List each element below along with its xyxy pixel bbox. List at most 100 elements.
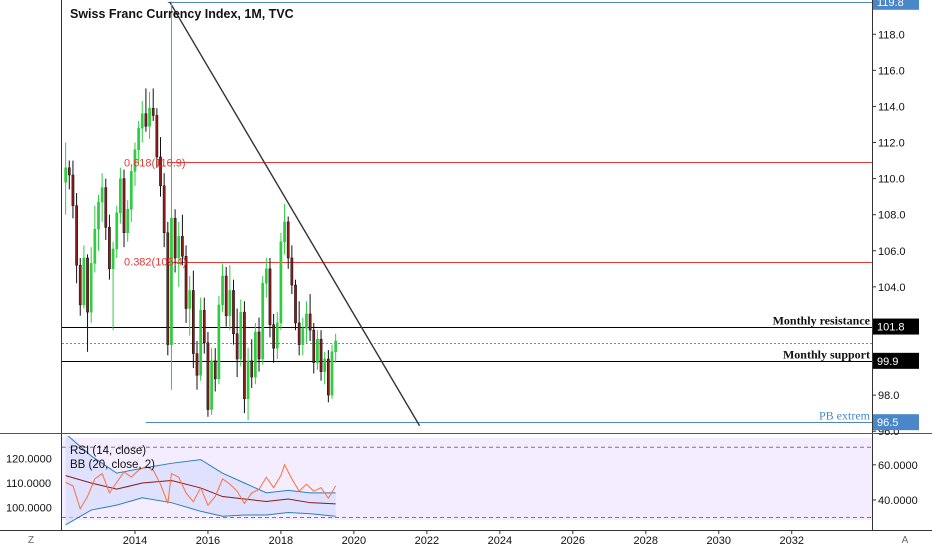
candle-body xyxy=(290,257,294,286)
candle-body xyxy=(301,328,305,345)
candle xyxy=(312,322,316,374)
time-tick-label: 2032 xyxy=(779,535,803,547)
candle xyxy=(71,160,75,219)
candle xyxy=(129,164,133,222)
candle-body xyxy=(144,113,148,127)
candle-body xyxy=(279,241,283,324)
candle-body xyxy=(334,340,337,353)
candle-body xyxy=(188,290,192,309)
candle xyxy=(327,350,330,403)
candle xyxy=(199,297,202,381)
candle-body xyxy=(195,353,199,376)
trend-line xyxy=(169,1,421,427)
candle xyxy=(319,330,323,381)
candle-body xyxy=(275,322,279,349)
price-label-text: 96.5 xyxy=(877,417,898,429)
bb-lower-line xyxy=(65,497,336,526)
candle-body xyxy=(305,313,308,329)
candle xyxy=(264,257,268,298)
time-tick-label: 2014 xyxy=(123,535,147,547)
indicator-left-tick-label: 120.0000 xyxy=(6,453,52,465)
log-scale-button[interactable]: Z xyxy=(28,535,34,546)
candle-body xyxy=(330,351,334,396)
candle-body xyxy=(250,360,254,378)
candle-body xyxy=(316,338,319,363)
chart-title: Swiss Franc Currency Index, 1M, TVC xyxy=(70,7,294,21)
candle xyxy=(283,203,286,255)
candle xyxy=(261,276,265,365)
price-label: 119.8 xyxy=(873,0,919,10)
candle xyxy=(148,92,151,139)
candle-body xyxy=(327,358,330,396)
price-tick-label: 106.0 xyxy=(878,246,906,258)
candle xyxy=(308,294,312,341)
candle-body xyxy=(243,311,246,399)
candle xyxy=(192,270,195,369)
candle-body xyxy=(319,338,323,372)
price-label-box xyxy=(873,0,919,10)
level-label: PB extrem xyxy=(819,409,871,423)
candle xyxy=(159,137,162,197)
candle xyxy=(275,312,279,360)
candle xyxy=(137,120,140,165)
candle-body xyxy=(82,257,86,306)
rsi-legend: RSI (14, close) xyxy=(70,445,146,457)
candle-body xyxy=(213,360,217,380)
price-tick-label: 110.0 xyxy=(878,174,905,186)
candle-body xyxy=(75,205,78,266)
price-label-text: 99.9 xyxy=(877,356,898,368)
candle-body xyxy=(177,236,181,259)
candle xyxy=(119,167,122,224)
candle xyxy=(316,330,319,370)
candle xyxy=(166,221,170,356)
candle-body xyxy=(199,310,202,376)
price-label-box xyxy=(873,414,919,431)
candle-body xyxy=(192,290,195,354)
time-tick-label: 2020 xyxy=(342,535,366,547)
time-tick-label: 2024 xyxy=(488,535,512,547)
candle xyxy=(97,194,100,251)
level-label: Monthly support xyxy=(783,348,870,362)
candle-body xyxy=(148,108,151,127)
time-tick-label: 2022 xyxy=(415,535,439,547)
candle-body xyxy=(126,209,130,233)
candle-body xyxy=(122,178,126,233)
time-tick-label: 2016 xyxy=(196,535,220,547)
candle xyxy=(188,276,192,336)
candle xyxy=(206,331,210,417)
price-label-text: 119.8 xyxy=(877,0,904,9)
level-label: PH extrem xyxy=(818,0,870,3)
candle xyxy=(64,142,67,215)
bb-legend: BB (20, close, 2) xyxy=(70,459,155,471)
candle-body xyxy=(162,185,166,233)
candle-body xyxy=(217,304,221,380)
candle-body xyxy=(67,167,71,176)
candle xyxy=(115,205,119,258)
candle xyxy=(232,279,235,345)
candle-body xyxy=(312,329,316,363)
candle-body xyxy=(224,275,228,316)
price-label-text: 101.8 xyxy=(877,322,905,334)
auto-scale-button[interactable]: A xyxy=(902,535,909,546)
indicator-left-tick-label: 100.0000 xyxy=(6,503,52,515)
price-tick-label: 116.0 xyxy=(878,65,905,77)
price-label-box xyxy=(873,318,919,335)
level-label: Monthly resistance xyxy=(773,314,871,328)
candle xyxy=(254,322,257,385)
candle xyxy=(213,348,217,392)
candle xyxy=(279,232,283,331)
candle xyxy=(155,108,159,168)
time-tick-label: 2026 xyxy=(561,535,585,547)
candle xyxy=(104,178,108,240)
candle xyxy=(334,333,337,363)
candle xyxy=(177,221,181,287)
candle xyxy=(181,214,184,266)
candle-body xyxy=(115,212,119,250)
candle xyxy=(250,339,254,388)
candle-body xyxy=(261,283,265,360)
candle-body xyxy=(181,236,184,257)
candle-body xyxy=(93,228,97,264)
price-label-box xyxy=(873,352,919,369)
price-label: 96.5 xyxy=(873,414,919,431)
price-label: 99.9 xyxy=(873,352,919,369)
